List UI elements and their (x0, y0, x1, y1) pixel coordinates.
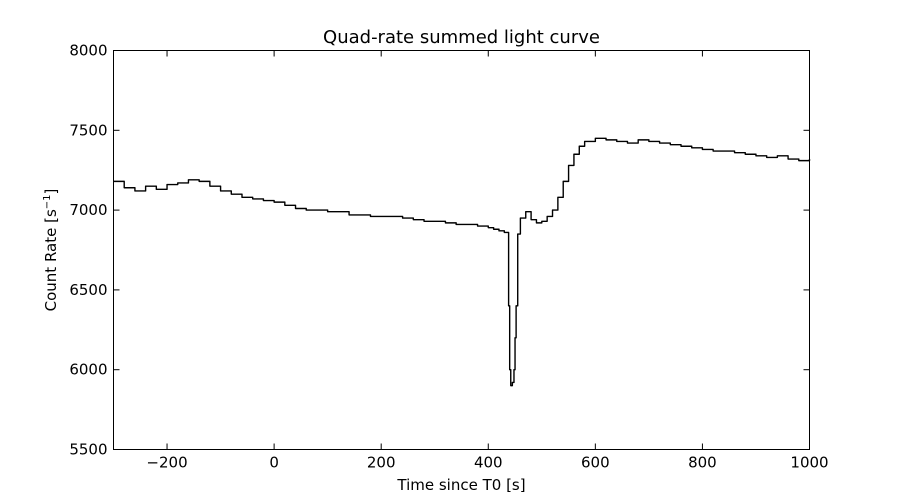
x-tick-label: 1000 (790, 454, 828, 472)
x-tick-label: 600 (581, 454, 610, 472)
light-curve-series-line (113, 137, 811, 387)
y-axis-label: Count Rate [s−1] (42, 189, 60, 312)
y-axis-label-superscript: −1 (42, 194, 53, 209)
y-tick-label: 7000 (69, 201, 107, 219)
x-tick-label: 800 (688, 454, 717, 472)
y-tick-label: 8000 (69, 42, 107, 60)
x-axis-label: Time since T0 [s] (396, 476, 525, 494)
y-tick-label: 6500 (69, 281, 107, 299)
y-axis-label-close: ] (42, 189, 60, 195)
x-tick-label: −200 (146, 454, 187, 472)
y-axis-label-main: Count Rate [s (42, 209, 60, 311)
x-tick-label: 400 (474, 454, 503, 472)
x-tick-label: 200 (367, 454, 396, 472)
axis-ticks: −200 0 200 400 600 800 1000 5500 6000 6500 7000 750… (69, 42, 828, 472)
plot-frame (113, 50, 810, 450)
y-tick-label: 6000 (69, 361, 107, 379)
y-tick-label: 5500 (69, 441, 107, 459)
chart-title: Quad-rate summed light curve (323, 27, 600, 48)
x-tick-label: 0 (269, 454, 279, 472)
y-tick-label: 7500 (69, 121, 107, 139)
series-layer (113, 137, 811, 387)
